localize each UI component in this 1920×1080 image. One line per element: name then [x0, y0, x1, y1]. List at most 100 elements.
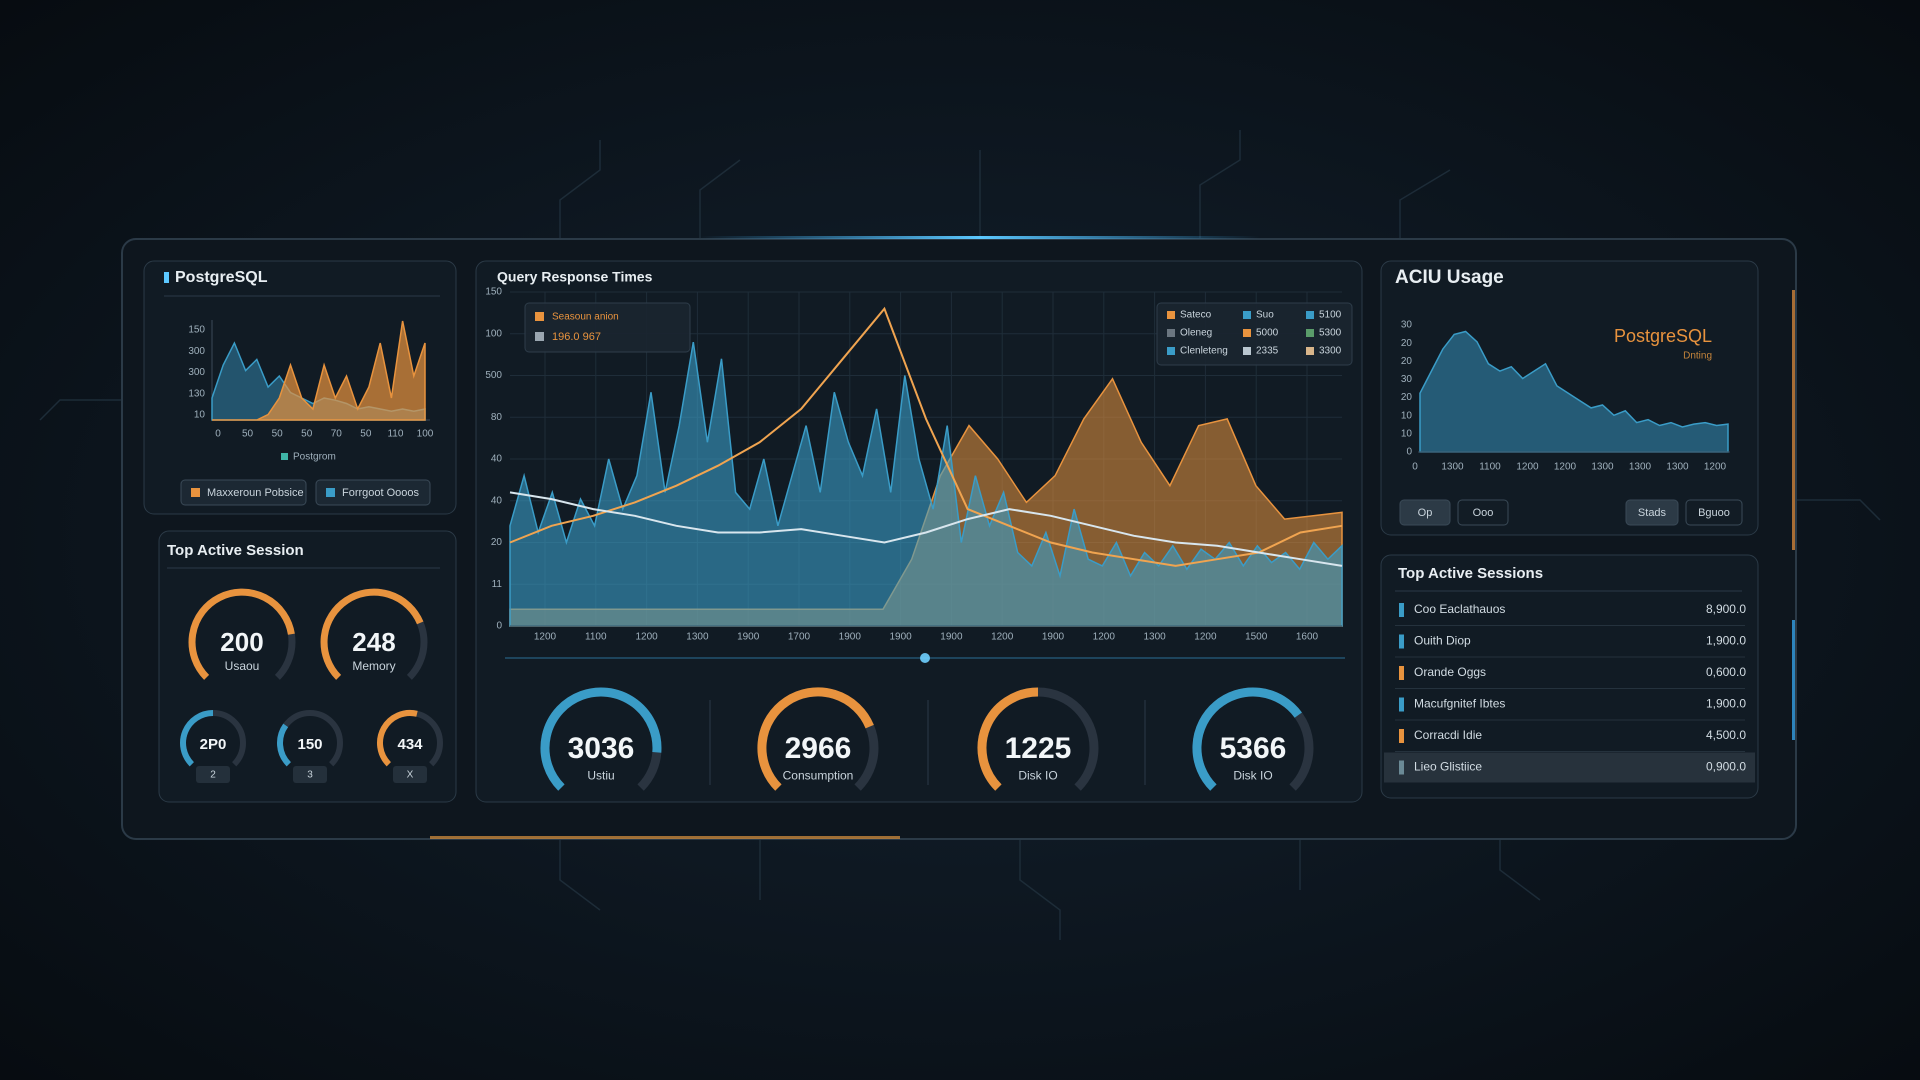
legend-label: Oleneg: [1180, 328, 1212, 339]
button-swatch: [191, 488, 200, 497]
gauge-value: 248: [352, 627, 395, 657]
legend-swatch: [1243, 311, 1251, 319]
button-label[interactable]: Forrgoot Oooos: [342, 487, 420, 499]
button-label[interactable]: Maxxeroun Pobsice: [207, 487, 304, 499]
x-tick-label: 1100: [1479, 462, 1501, 473]
legend-box: [1156, 302, 1353, 366]
y-tick-label: 300: [188, 367, 205, 378]
button-label[interactable]: Stads: [1638, 507, 1667, 519]
gauge-value: 434: [397, 736, 423, 753]
x-tick-label: 110: [387, 429, 403, 440]
area: [212, 320, 426, 421]
legend-label: 5000: [1256, 328, 1279, 339]
line: [509, 306, 1343, 567]
legend-label: 2335: [1256, 346, 1279, 357]
x-tick-label: 1300: [1629, 462, 1652, 473]
badge: [196, 766, 230, 783]
button[interactable]: [1685, 499, 1743, 526]
gauge-arc: [180, 710, 214, 767]
y-tick-label: 130: [188, 388, 205, 399]
x-tick-label: 1200: [635, 632, 658, 643]
button[interactable]: [315, 479, 431, 506]
y-tick-label: 150: [485, 287, 502, 298]
legend-swatch: [281, 453, 288, 460]
panel-icon: [164, 272, 169, 283]
panel: [143, 260, 457, 515]
tooltip-swatch: [535, 312, 544, 321]
row-name[interactable]: Coo Eaclathauos: [1414, 602, 1505, 616]
button[interactable]: [1625, 499, 1679, 526]
x-tick-label: 1200: [1704, 462, 1727, 473]
legend-label: 3300: [1319, 346, 1342, 357]
y-tick-label: 100: [485, 328, 502, 339]
legend-swatch: [1243, 347, 1251, 355]
panel-title: PostgreSQL: [175, 269, 268, 286]
x-tick-label: 50: [360, 429, 372, 440]
x-tick-label: 1600: [1296, 632, 1319, 643]
legend-label: Postgrom: [293, 452, 336, 463]
legend-label: Suo: [1256, 310, 1274, 321]
gauge-label: Memory: [352, 659, 395, 673]
x-tick-label: 1200: [1516, 462, 1539, 473]
legend-swatch: [1306, 311, 1314, 319]
y-tick-label: 20: [1401, 392, 1413, 403]
x-tick-label: 1200: [1554, 462, 1577, 473]
badge: [393, 766, 427, 783]
gauge-label: Ustiu: [587, 769, 614, 783]
x-tick-label: 1900: [940, 632, 963, 643]
y-tick-label: 10: [1401, 428, 1413, 439]
row-name[interactable]: Lieo Glistiice: [1414, 760, 1482, 774]
row-name[interactable]: Corracdi Idie: [1414, 728, 1482, 742]
row-value: 0,900.0: [1706, 760, 1746, 774]
legend-label: 5300: [1319, 328, 1342, 339]
button-label[interactable]: Op: [1418, 507, 1433, 519]
badge-label: X: [407, 770, 414, 781]
y-tick-label: 20: [491, 537, 503, 548]
brand-sub: Dnting: [1683, 351, 1712, 362]
y-tick-label: 10: [194, 410, 206, 421]
row-name[interactable]: Orande Oggs: [1414, 665, 1486, 679]
gauge-value: 2P0: [200, 736, 227, 753]
x-tick-label: 1300: [686, 632, 709, 643]
x-tick-label: 1900: [889, 632, 912, 643]
gauge-arc: [188, 588, 295, 680]
x-tick-label: 1900: [737, 632, 760, 643]
frame-accent: [430, 836, 900, 839]
tooltip-value: 196.0 967: [552, 331, 601, 343]
x-tick-label: 1300: [1666, 462, 1689, 473]
gauge-label: Disk IO: [1233, 769, 1272, 783]
legend-swatch: [1243, 329, 1251, 337]
y-tick-label: 10: [1401, 410, 1413, 421]
frame-glow: [700, 236, 1260, 239]
x-tick-label: 1300: [1441, 462, 1464, 473]
gauge-arc: [377, 710, 418, 767]
button-label[interactable]: Ooo: [1473, 507, 1494, 519]
y-tick-label: 20: [1401, 356, 1413, 367]
button[interactable]: [180, 479, 307, 506]
area: [1419, 330, 1729, 453]
row-name[interactable]: Macufgnitef Ibtes: [1414, 697, 1505, 711]
circuit-decor: [39, 130, 1881, 940]
gauge-arc: [1192, 687, 1302, 791]
badge-label: 3: [307, 770, 313, 781]
panel-title: Top Active Sessions: [1398, 565, 1543, 582]
row-marker: [1399, 760, 1404, 775]
gauge-label: Disk IO: [1018, 769, 1057, 783]
button-label[interactable]: Bguoo: [1698, 507, 1730, 519]
x-tick-label: 1200: [1194, 632, 1217, 643]
y-tick-label: 11: [492, 579, 503, 590]
button[interactable]: [1457, 499, 1509, 526]
row-name[interactable]: Ouith Diop: [1414, 634, 1471, 648]
row-marker: [1399, 729, 1404, 743]
brand: PostgreSQL: [1614, 326, 1712, 346]
x-tick-label: 1900: [839, 632, 862, 643]
x-tick-label: 1200: [991, 632, 1014, 643]
y-tick-label: 500: [485, 370, 502, 381]
row-value: 0,600.0: [1706, 665, 1746, 679]
button[interactable]: [1399, 499, 1451, 526]
gauge-arc: [277, 723, 292, 767]
x-tick-label: 100: [417, 429, 434, 440]
row-marker: [1399, 666, 1404, 680]
row-marker: [1399, 697, 1404, 712]
